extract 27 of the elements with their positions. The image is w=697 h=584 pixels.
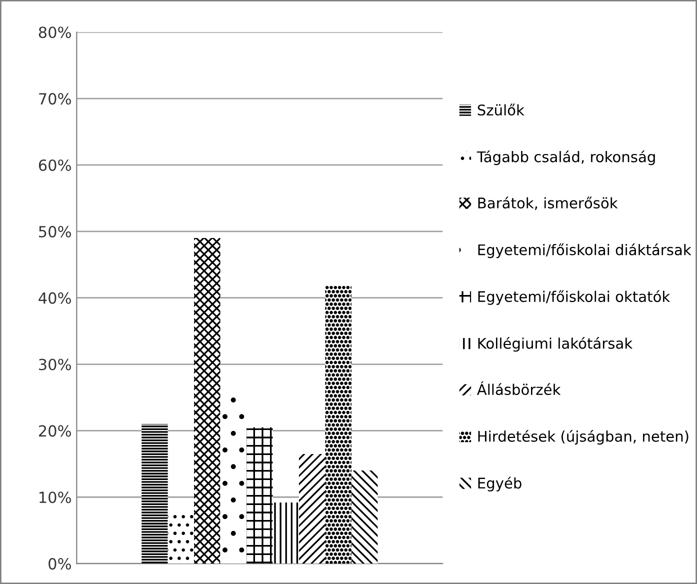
legend-label: Szülők <box>478 104 524 116</box>
y-tick-label: 10% <box>40 492 71 504</box>
y-tick-label: 30% <box>39 358 71 370</box>
bar <box>298 454 326 564</box>
legend-label: Egyéb <box>478 476 522 492</box>
legend-label: Barátok, ismerősök <box>478 196 618 210</box>
bar <box>194 238 220 564</box>
y-tick-label: 80% <box>38 26 71 38</box>
bar <box>351 470 378 564</box>
bar <box>220 397 247 564</box>
legend-label: Tágabb család, rokonság <box>476 150 655 166</box>
bar <box>246 427 273 564</box>
y-tick-label: 50% <box>39 226 71 238</box>
y-tick-label: 0% <box>48 558 71 570</box>
legend-label: Állásbörzék <box>476 381 561 396</box>
legend-label: Kollégiumi lakótársak <box>478 336 633 352</box>
legend-label: Egyetemi/főiskolai oktatók <box>478 290 670 305</box>
y-tick-label: 20% <box>38 425 71 437</box>
bar <box>325 286 352 564</box>
legend-label: Egyetemi/főiskolai diáktársak <box>478 243 692 258</box>
y-tick-label: 40% <box>38 292 71 304</box>
bar <box>272 502 299 564</box>
legend-label: Hirdetések (újságban, neten) <box>478 430 688 445</box>
bar <box>142 424 168 564</box>
y-tick-label: 70% <box>39 93 71 105</box>
bar <box>168 512 194 564</box>
y-tick-label: 60% <box>38 159 71 171</box>
